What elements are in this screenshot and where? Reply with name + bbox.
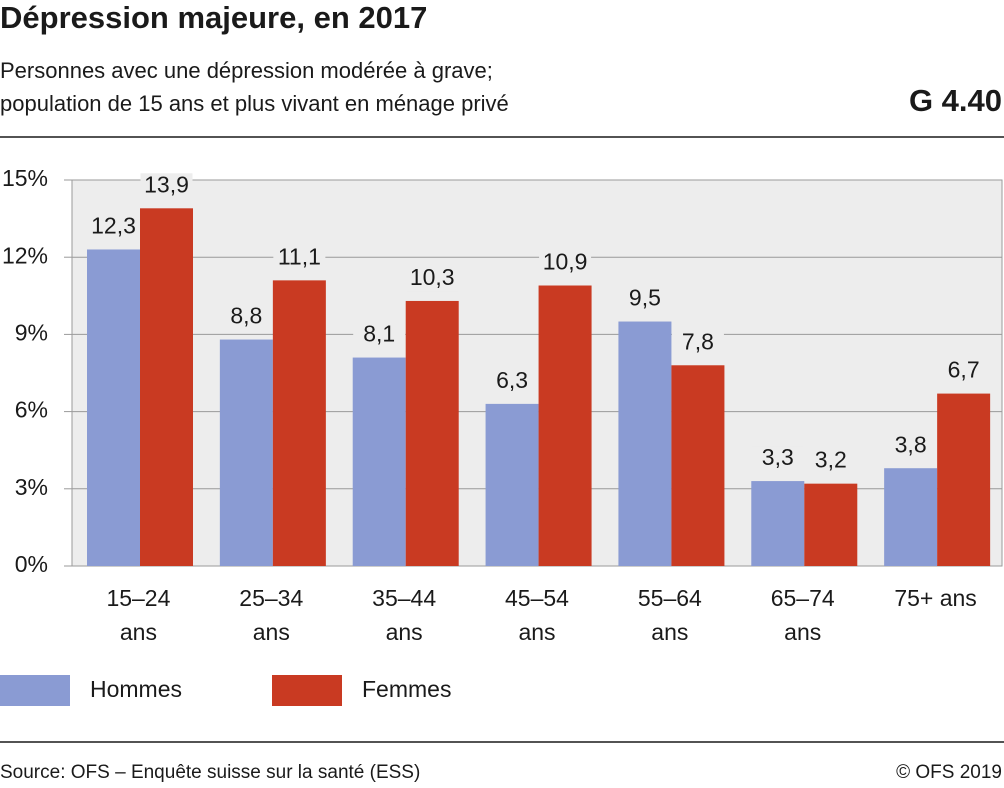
value-label-bg xyxy=(618,286,671,313)
value-label-bg xyxy=(486,368,539,395)
value-label-bg xyxy=(353,322,406,349)
legend-swatch xyxy=(0,675,70,706)
bar xyxy=(671,365,725,566)
bar xyxy=(538,285,592,566)
x-tick-label: 25–34 ans xyxy=(239,585,304,645)
y-tick-label: 9% xyxy=(15,319,48,345)
value-label-bg xyxy=(406,265,459,292)
value-label: 13,9 xyxy=(144,171,189,197)
bar xyxy=(405,300,459,566)
y-tick-label: 15% xyxy=(2,165,48,191)
chart-subtitle: Personnes avec une dépression modérée à … xyxy=(0,58,493,83)
x-tick-label: 75+ ans xyxy=(894,585,977,611)
value-label-bg xyxy=(884,433,937,460)
bar xyxy=(937,393,991,566)
source: Source: OFS – Enquête suisse sur la sant… xyxy=(0,762,420,783)
value-label: 8,1 xyxy=(363,321,395,347)
x-tick-label: 45–54 ans xyxy=(505,585,569,645)
value-label: 6,7 xyxy=(948,357,980,383)
x-tick-label: 55–64 ans xyxy=(637,585,702,645)
value-label-bg xyxy=(273,245,326,272)
legend-label: Femmes xyxy=(362,676,451,702)
bar xyxy=(751,481,805,566)
value-label: 3,8 xyxy=(895,431,927,457)
bar xyxy=(140,208,193,566)
value-label-bg xyxy=(220,304,273,331)
bar xyxy=(219,339,273,566)
legend-swatch xyxy=(272,675,342,706)
value-label-bg xyxy=(671,330,724,357)
bar xyxy=(352,357,406,566)
x-tick-label: 65–74 ans xyxy=(770,585,835,645)
value-label-bg xyxy=(937,358,990,385)
value-label: 6,3 xyxy=(496,367,528,393)
value-label-bg xyxy=(539,250,592,277)
value-label: 11,1 xyxy=(278,243,321,269)
value-label: 10,3 xyxy=(410,264,455,290)
y-tick-label: 12% xyxy=(2,242,48,268)
value-label: 8,8 xyxy=(230,303,262,329)
bar xyxy=(87,249,140,567)
value-label-bg xyxy=(87,214,140,241)
value-label: 3,2 xyxy=(815,447,847,473)
chart-title: Dépression majeure, en 2017 xyxy=(0,0,427,35)
value-label: 10,9 xyxy=(543,249,588,275)
bar xyxy=(272,280,326,566)
bar xyxy=(804,483,858,566)
graphic-id: G 4.40 xyxy=(909,83,1002,118)
value-label: 7,8 xyxy=(682,328,714,354)
copyright: © OFS 2019 xyxy=(896,762,1002,783)
value-label-bg xyxy=(751,446,804,473)
bar xyxy=(485,403,539,566)
x-tick-label: 35–44 ans xyxy=(372,585,437,645)
value-label-bg xyxy=(804,448,857,475)
value-label-bg xyxy=(140,173,193,200)
y-tick-label: 0% xyxy=(15,551,48,577)
value-label: 12,3 xyxy=(91,213,136,239)
legend-label: Hommes xyxy=(90,676,182,702)
value-label: 9,5 xyxy=(629,285,661,311)
y-tick-label: 6% xyxy=(15,397,48,423)
bar xyxy=(618,321,672,566)
value-label: 3,3 xyxy=(762,444,794,470)
y-tick-label: 3% xyxy=(15,474,48,500)
x-tick-label: 15–24 ans xyxy=(106,585,171,645)
bar xyxy=(884,468,938,566)
chart-subtitle: population de 15 ans et plus vivant en m… xyxy=(0,91,509,116)
